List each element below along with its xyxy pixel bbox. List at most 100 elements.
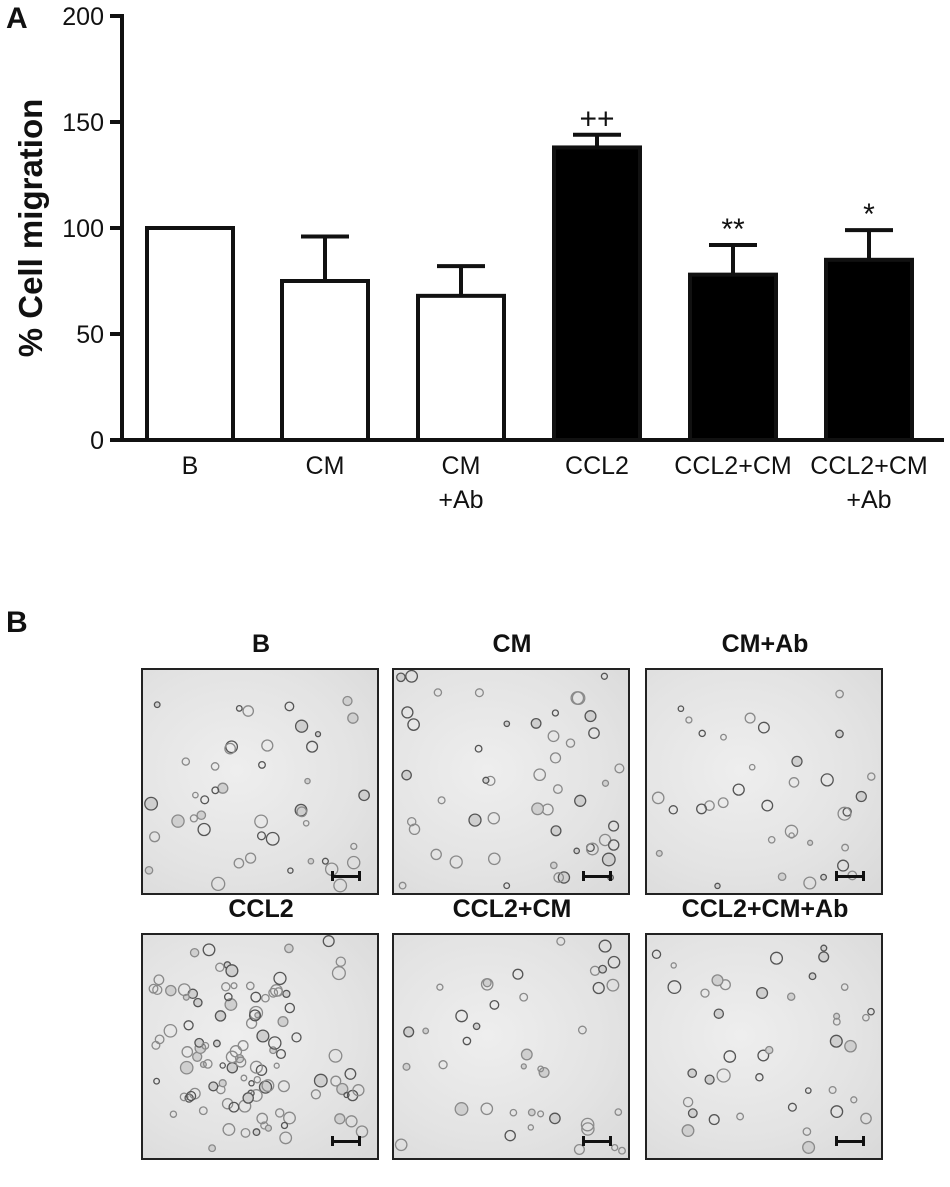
cell (732, 783, 745, 796)
cell (153, 1077, 161, 1085)
cell (179, 1060, 194, 1075)
cell (296, 806, 308, 818)
cell (600, 672, 609, 680)
cell (261, 993, 270, 1003)
cell (242, 1092, 254, 1104)
cell (589, 965, 601, 976)
cell (279, 1131, 293, 1145)
cell (163, 1023, 178, 1038)
cell (736, 1112, 745, 1121)
image-title-cm-ab: CM+Ab (721, 630, 809, 658)
cell (192, 791, 199, 799)
cell (280, 1121, 289, 1130)
cell (282, 989, 291, 999)
cell (713, 1008, 725, 1019)
cell (261, 1079, 275, 1093)
cell (433, 688, 443, 697)
cell (225, 964, 239, 978)
cell (436, 983, 444, 991)
bar (552, 145, 642, 442)
cell (252, 1128, 261, 1137)
cell (592, 981, 605, 995)
x-tick-label: CCL2+CM (810, 452, 927, 480)
cell (700, 988, 710, 998)
cell (201, 1041, 210, 1050)
micrograph-cm (392, 668, 630, 895)
cell (777, 872, 787, 882)
cell (189, 814, 199, 823)
image-title-b: B (251, 630, 271, 658)
cell (588, 727, 600, 739)
cell (171, 814, 185, 828)
cell (258, 760, 266, 769)
cell (837, 859, 850, 872)
cell (248, 1009, 262, 1022)
cell (860, 1112, 872, 1125)
cell (804, 1087, 812, 1094)
cell (714, 882, 721, 890)
cell (346, 855, 361, 870)
cell (265, 831, 280, 846)
y-tick-label: 200 (62, 3, 104, 31)
y-tick-label: 0 (90, 427, 104, 455)
cell (651, 791, 665, 805)
cell (611, 1143, 619, 1152)
cell (302, 819, 310, 827)
cell (519, 992, 529, 1002)
cell (761, 799, 774, 812)
cell (165, 984, 177, 997)
cell (398, 881, 407, 890)
cell (565, 738, 576, 748)
cell (345, 1115, 358, 1128)
cell (533, 768, 547, 782)
cell (211, 876, 226, 892)
cell (482, 978, 492, 988)
cell (228, 1101, 240, 1113)
cell (223, 992, 233, 1002)
significance-marker: ** (721, 213, 745, 246)
cell (210, 762, 220, 771)
cell-texture (651, 689, 876, 890)
image-title-ccl2: CCL2 (228, 895, 294, 923)
cell (744, 712, 756, 724)
cell (791, 755, 803, 768)
cell (254, 814, 269, 829)
y-tick-label: 150 (62, 109, 104, 137)
cell (334, 1113, 346, 1125)
cell (757, 721, 770, 734)
cell (614, 1108, 623, 1116)
cell (287, 867, 294, 874)
cell (598, 833, 612, 847)
cell (820, 944, 828, 952)
cell (503, 720, 511, 728)
cell (553, 872, 565, 883)
cell (472, 1022, 481, 1031)
y-tick-label: 100 (62, 215, 104, 243)
cell (531, 802, 545, 816)
cell (437, 796, 446, 805)
cell (358, 789, 370, 802)
cell (144, 796, 159, 811)
cell-texture (394, 936, 626, 1156)
bar (688, 272, 778, 443)
cell (244, 852, 257, 864)
cell (144, 865, 154, 875)
cell (618, 1146, 626, 1155)
significance-marker: * (863, 198, 875, 231)
cell (480, 977, 494, 991)
cell (169, 1110, 178, 1118)
cell (571, 691, 586, 705)
cell (840, 983, 849, 991)
cell (261, 739, 274, 752)
cell (402, 1062, 411, 1071)
cell (598, 939, 612, 953)
cell (487, 852, 501, 866)
micrograph-cm-ab (645, 668, 883, 895)
cell (183, 1020, 194, 1031)
cell (273, 1062, 280, 1069)
cell (837, 806, 852, 821)
cell (224, 998, 238, 1011)
cell (581, 1122, 595, 1136)
cell (152, 984, 163, 996)
cell (454, 1102, 469, 1116)
